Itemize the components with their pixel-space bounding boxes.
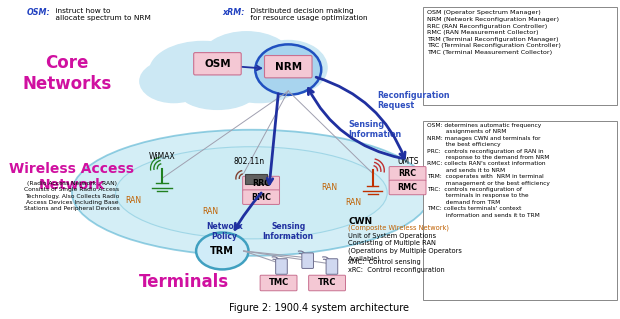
Ellipse shape — [115, 147, 388, 239]
Text: TRC: TRC — [318, 278, 336, 287]
Text: Core
Networks: Core Networks — [22, 54, 112, 93]
Ellipse shape — [218, 60, 300, 103]
Text: 802.11n: 802.11n — [234, 157, 265, 166]
Ellipse shape — [72, 130, 431, 256]
Text: TMC: TMC — [268, 278, 289, 287]
Text: xRM:: xRM: — [223, 8, 245, 17]
Text: Wireless Access
Network: Wireless Access Network — [9, 162, 135, 192]
Text: UMTS: UMTS — [397, 157, 419, 166]
FancyBboxPatch shape — [389, 167, 426, 181]
FancyBboxPatch shape — [242, 190, 280, 204]
Ellipse shape — [179, 72, 256, 109]
Text: OSM: OSM — [204, 59, 231, 69]
Text: (Radio Access Network : RAN)
Consists of Single Radio Access
Technology. Also Co: (Radio Access Network : RAN) Consists of… — [24, 181, 120, 211]
Text: Distributed decision making
 for resource usage optimization: Distributed decision making for resource… — [249, 8, 368, 20]
Text: Unit of System Operations
Consisting of Multiple RAN
(Operations by Multiple Ope: Unit of System Operations Consisting of … — [348, 233, 463, 262]
FancyBboxPatch shape — [276, 259, 287, 274]
Ellipse shape — [140, 60, 208, 103]
Text: OSM:: OSM: — [27, 8, 50, 17]
Text: RAN: RAN — [125, 196, 141, 205]
Text: RRC: RRC — [399, 169, 417, 178]
FancyBboxPatch shape — [245, 174, 267, 183]
FancyBboxPatch shape — [302, 253, 314, 269]
Text: RAN: RAN — [203, 207, 219, 216]
Text: RRC: RRC — [252, 179, 270, 188]
Ellipse shape — [249, 41, 327, 95]
FancyBboxPatch shape — [326, 259, 338, 274]
Text: Figure 2: 1900.4 system architecture: Figure 2: 1900.4 system architecture — [229, 303, 409, 313]
Text: Terminals: Terminals — [138, 273, 229, 291]
FancyBboxPatch shape — [423, 7, 617, 106]
Text: NRM: NRM — [275, 62, 302, 72]
Text: Sensing
Information: Sensing Information — [348, 120, 402, 139]
Text: CWN: CWN — [348, 217, 373, 226]
FancyBboxPatch shape — [389, 180, 426, 195]
Text: Network
Policy: Network Policy — [206, 222, 242, 241]
Text: RMC: RMC — [251, 193, 271, 202]
FancyBboxPatch shape — [309, 275, 345, 291]
Ellipse shape — [200, 32, 293, 88]
Text: WiMAX: WiMAX — [149, 152, 175, 161]
FancyBboxPatch shape — [193, 53, 241, 75]
Text: instruct how to
 allocate spectrum to NRM: instruct how to allocate spectrum to NRM — [53, 8, 151, 20]
Text: Sensing
Information: Sensing Information — [263, 222, 314, 241]
Text: xMC:  Control sensing
xRC:  Control reconfiguration: xMC: Control sensing xRC: Control reconf… — [348, 259, 445, 273]
Text: (Composite Wireless Network): (Composite Wireless Network) — [348, 225, 450, 231]
FancyBboxPatch shape — [265, 56, 312, 78]
Ellipse shape — [196, 233, 249, 270]
Text: OSM: determines automatic frequency
          assignments of NRM
NRM: manages CW: OSM: determines automatic frequency assi… — [427, 123, 550, 218]
FancyBboxPatch shape — [423, 121, 617, 300]
Text: RAN: RAN — [321, 183, 337, 192]
Text: OSM (Operator Spectrum Manager)
NRM (Network Reconfiguration Manager)
RRC (RAN R: OSM (Operator Spectrum Manager) NRM (Net… — [427, 11, 561, 55]
Ellipse shape — [255, 44, 321, 95]
Ellipse shape — [149, 41, 256, 102]
Text: RAN: RAN — [345, 198, 361, 207]
Text: Reconfiguration
Request: Reconfiguration Request — [378, 91, 450, 110]
Text: TRM: TRM — [210, 246, 234, 256]
Text: RMC: RMC — [397, 183, 418, 192]
FancyBboxPatch shape — [260, 275, 297, 291]
FancyBboxPatch shape — [242, 176, 280, 191]
